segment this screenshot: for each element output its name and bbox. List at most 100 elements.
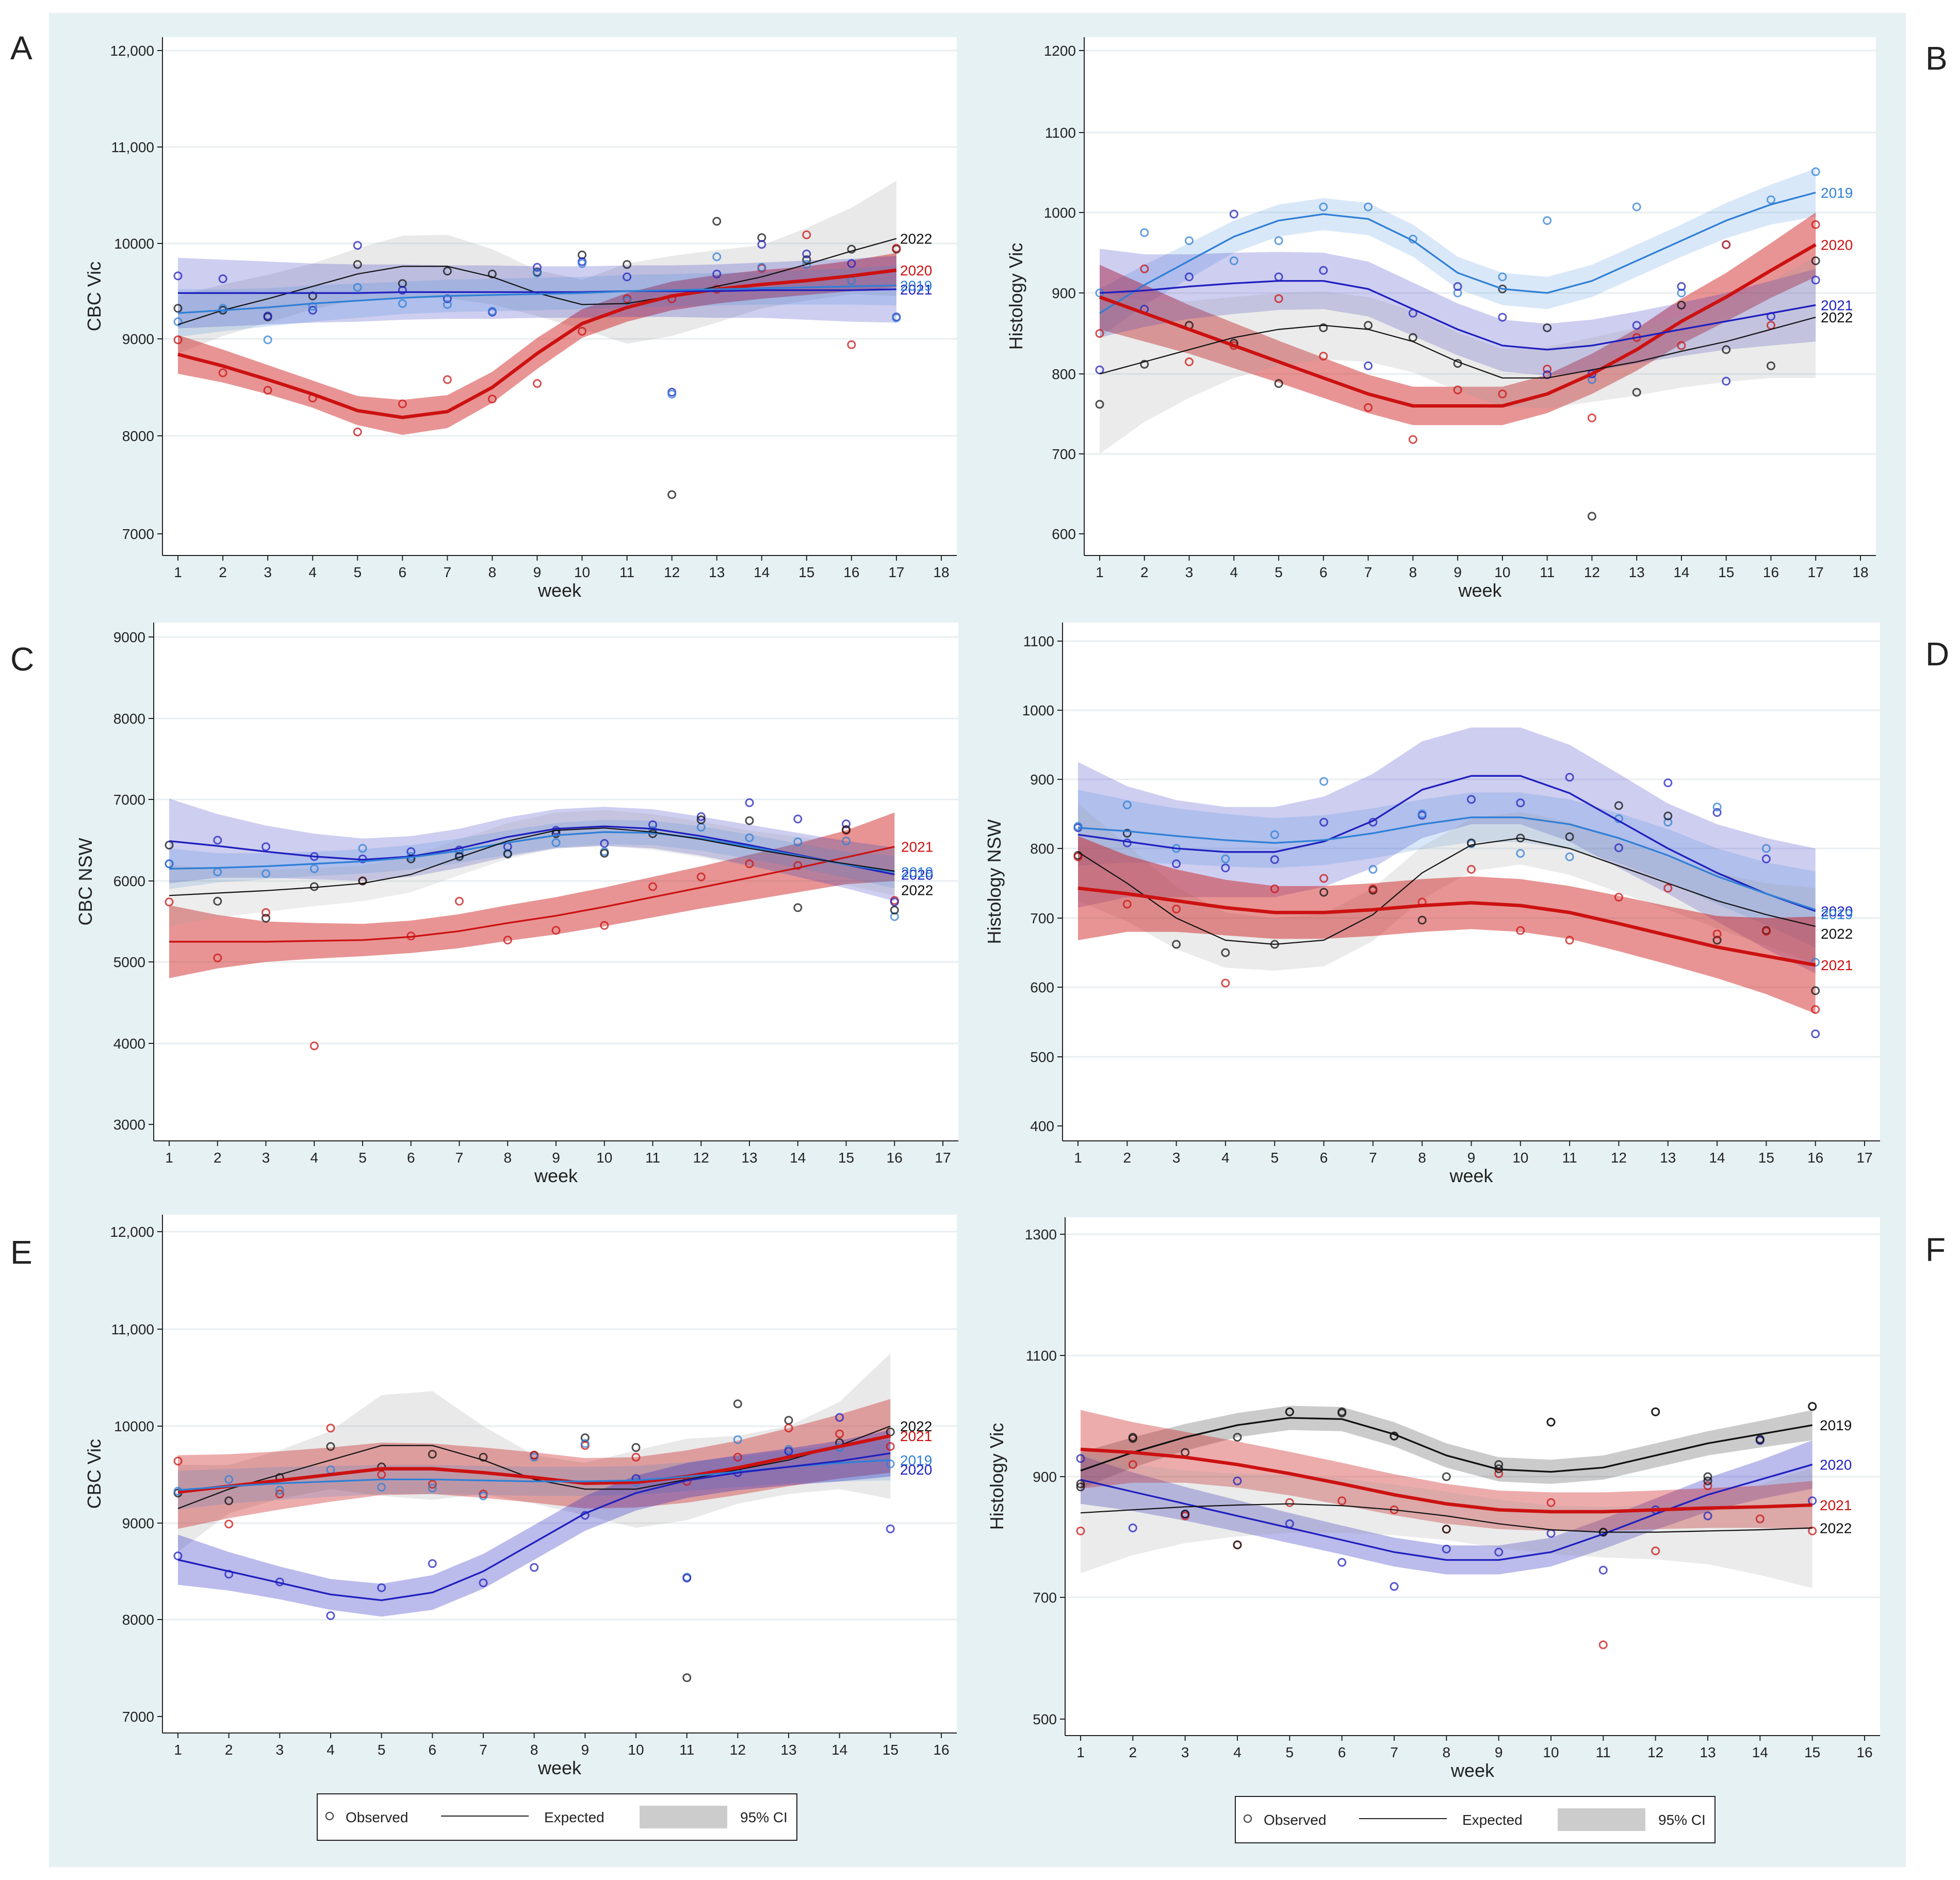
observed-point-2022	[1122, 829, 1132, 838]
observed-point-2020	[745, 798, 754, 807]
observed-point-2020	[218, 368, 227, 378]
x-tick-label: 8	[503, 1150, 512, 1166]
observed-point-2022	[1442, 1525, 1451, 1534]
observed-point-2020	[1663, 778, 1673, 788]
x-tick-label: 4	[1233, 1744, 1242, 1760]
observed-point-2020	[842, 819, 851, 828]
observed-point-2021	[1229, 209, 1238, 219]
observed-point-2021	[1122, 900, 1132, 909]
observed-point-2019	[1663, 818, 1673, 827]
line-label-2020: 2020	[1821, 237, 1853, 253]
x-axis-title: week	[534, 1165, 578, 1186]
x-tick-label: 13	[1700, 1744, 1716, 1760]
observed-point-2020	[263, 386, 272, 395]
observed-point-2022	[173, 304, 183, 313]
legend-observed-label: Observed	[1264, 1812, 1326, 1828]
observed-point-2022	[326, 1442, 335, 1451]
observed-point-2019	[1274, 236, 1283, 246]
observed-point-2022	[667, 490, 677, 499]
observed-point-2019	[733, 1435, 742, 1444]
observed-point-2019	[1270, 830, 1279, 839]
line-label-2022: 2022	[1821, 309, 1853, 325]
observed-point-2019	[1417, 809, 1427, 819]
x-tick-label: 13	[709, 564, 725, 580]
observed-point-2020	[1274, 294, 1283, 303]
legend-expected-label: Expected	[1462, 1812, 1523, 1828]
x-tick-label: 10	[1543, 1744, 1559, 1760]
observed-point-2020	[1364, 403, 1373, 412]
observed-point-2022	[224, 1496, 234, 1506]
observed-point-2021	[1467, 865, 1476, 874]
y-tick-label: 1100	[1023, 633, 1054, 649]
observed-point-2021	[1703, 1481, 1712, 1491]
x-tick-label: 16	[887, 1150, 903, 1166]
observed-point-2019	[377, 1482, 386, 1492]
observed-point-2021	[733, 1452, 742, 1462]
y-axis-title: CBC NSW	[75, 838, 96, 925]
y-axis-title: CBC Vic	[84, 1439, 105, 1509]
legend-expected-label: Expected	[544, 1809, 605, 1825]
line-label-2019: 2019	[1821, 185, 1853, 201]
observed-point-2020	[1565, 773, 1574, 782]
plot-area	[162, 37, 957, 555]
expected-line-2022	[1080, 1503, 1812, 1533]
observed-point-2022	[503, 849, 512, 859]
observed-point-2021	[1677, 282, 1686, 291]
x-tick-label: 2	[214, 1150, 222, 1166]
x-tick-label: 16	[843, 564, 859, 580]
y-tick-label: 9000	[113, 629, 145, 645]
observed-point-2019	[1233, 1433, 1242, 1442]
observed-point-2022	[428, 1450, 437, 1459]
observed-point-2021	[757, 240, 766, 249]
ci-band-2021	[169, 812, 895, 978]
observed-point-2021	[455, 896, 464, 906]
line-label-2021: 2021	[901, 839, 933, 855]
observed-point-2022	[1467, 838, 1476, 847]
ci-band-2022	[1081, 1452, 1812, 1589]
y-tick-label: 3000	[113, 1117, 145, 1133]
y-tick-label: 11,000	[111, 139, 154, 155]
observed-point-2022	[262, 913, 270, 923]
expected-line-2020	[1080, 1463, 1813, 1561]
observed-point-2020	[213, 836, 222, 845]
y-axis-title: Histology Vic	[986, 1423, 1007, 1530]
observed-point-2022	[712, 217, 722, 226]
x-tick-label: 11	[619, 564, 634, 580]
x-tick-label: 3	[1172, 1150, 1181, 1166]
line-label-2019: 2019	[900, 1452, 932, 1468]
observed-point-2021	[173, 271, 183, 281]
observed-point-2021	[802, 249, 811, 258]
observed-point-2019	[398, 299, 407, 308]
observed-point-2021	[308, 306, 317, 315]
observed-point-2020	[578, 326, 586, 336]
legend-box: Observed Expected 95% CI	[317, 1793, 797, 1841]
observed-point-2020	[533, 379, 542, 388]
x-tick-label: 10	[1494, 564, 1510, 580]
y-tick-label: 1100	[1026, 1348, 1057, 1364]
y-tick-label: 1300	[1025, 1227, 1057, 1243]
observed-point-2022	[1319, 888, 1329, 897]
x-tick-label: 17	[1808, 564, 1824, 580]
observed-point-2019	[1767, 195, 1775, 204]
observed-point-2020	[1337, 1558, 1347, 1567]
observed-point-2019	[623, 296, 632, 305]
panel-letter-b: B	[1925, 40, 1948, 77]
observed-point-2019	[218, 304, 227, 313]
observed-point-2019	[262, 869, 270, 878]
expected-line-2020	[177, 1452, 891, 1601]
observed-point-2021	[1722, 377, 1731, 386]
expected-line-2020	[1099, 243, 1817, 408]
x-tick-label: 4	[1230, 564, 1238, 580]
observed-point-2021	[784, 1424, 793, 1433]
x-tick-label: 12	[664, 564, 680, 580]
observed-point-2022	[1337, 1409, 1347, 1418]
x-axis-title: week	[1450, 1760, 1495, 1781]
observed-point-2021	[218, 274, 227, 283]
observed-point-2020	[1122, 838, 1132, 847]
observed-point-2020	[428, 1559, 437, 1568]
observed-point-2020	[892, 243, 901, 253]
x-tick-label: 7	[1390, 1744, 1398, 1760]
expected-line-2021	[178, 288, 896, 294]
x-tick-label: 8	[1409, 564, 1417, 580]
